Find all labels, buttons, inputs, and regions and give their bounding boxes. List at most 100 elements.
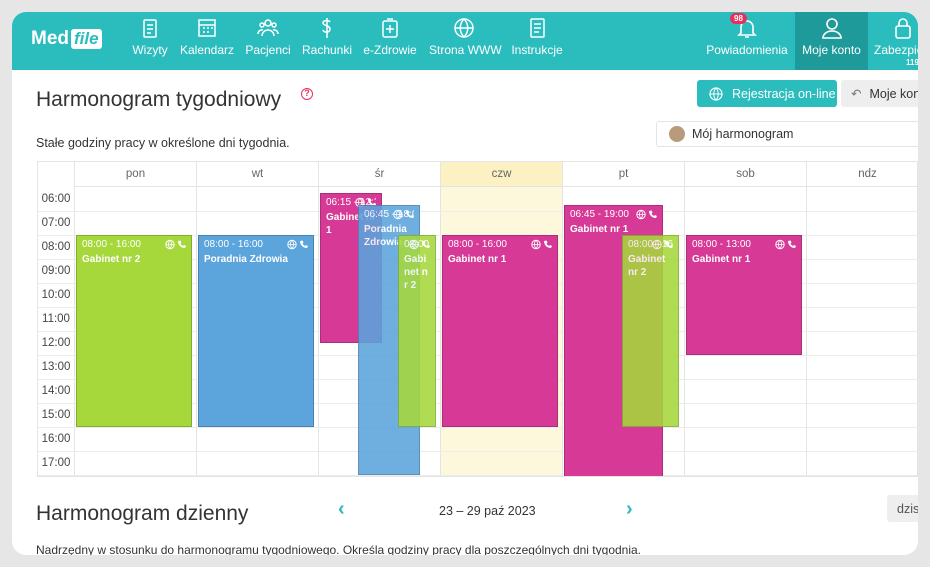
next-arrow[interactable]: › [626, 498, 633, 520]
column-line [684, 162, 685, 476]
nav-label: e-Zdrowie [363, 43, 417, 57]
hour-label: 13:00 [41, 361, 71, 373]
event-time: 06:15 - 12:30 [326, 197, 376, 208]
register-button[interactable]: Rejestracja on-line [697, 80, 837, 107]
day-header: pt [562, 162, 684, 187]
event-icons [636, 209, 658, 223]
avatar [669, 126, 685, 142]
page-title: Harmonogram tygodniowy [36, 88, 282, 111]
hour-label: 09:00 [41, 265, 71, 277]
column-line [562, 162, 563, 476]
hour-label: 08:00 [41, 241, 71, 253]
day-header: wt [196, 162, 318, 187]
event-label: Gabinet nr 1 [692, 254, 751, 265]
hour-label: 06:00 [41, 193, 71, 205]
nav-icon [257, 19, 279, 37]
schedule-event[interactable]: 08:00 - 16:00 Gabinet nr 1 [442, 235, 558, 427]
nav-label: Wizyty [132, 43, 168, 57]
event-icons [775, 239, 797, 253]
schedule-event[interactable]: 08:00 - 13:00 Gabinet nr 1 [686, 235, 802, 355]
event-icons [287, 239, 309, 253]
lock-icon [895, 18, 911, 39]
day-header: czw [440, 162, 562, 187]
nav-label: Instrukcje [511, 43, 563, 57]
badge: 98 [730, 13, 747, 24]
day-header: ndz [806, 162, 917, 187]
security[interactable]: Zabezpie 119:49 [868, 12, 918, 70]
hour-label: 14:00 [41, 385, 71, 397]
event-time: 08:00 - 16:00 [448, 239, 507, 250]
hour-label: 17:00 [41, 457, 71, 469]
nav-icon [382, 18, 398, 38]
schedule-select[interactable]: Mój harmonogram [656, 121, 918, 147]
logo-text: Med [31, 28, 69, 49]
event-label: Gabinet nr 1 [326, 212, 377, 236]
event-label: Gabinet nr 1 [570, 224, 629, 235]
event-time: 08:00 - 13:00 [692, 239, 751, 250]
nav-label: Rachunki [301, 43, 353, 57]
notifications[interactable]: Powiadomienia 98 [704, 12, 790, 70]
button-label: Rejestracja on-line [732, 86, 836, 101]
schedule-event[interactable]: 08:00 - 16:00 Poradnia Zdrowia [198, 235, 314, 427]
row-line [38, 475, 917, 476]
event-icons [409, 239, 431, 253]
nav-item[interactable]: Pacjenci [233, 12, 303, 70]
date-range: 23 – 29 paź 2023 [439, 504, 536, 518]
column-line [74, 162, 75, 476]
timer: 119:49 [906, 58, 918, 67]
weekly-calendar: pon wt śr czw pt sob ndz 06:00 07:00 08:00 09:00 10… [37, 161, 918, 477]
day-header: sob [684, 162, 806, 187]
nav-item[interactable]: Kalendarz [172, 12, 242, 70]
nav-item[interactable]: Wizyty [115, 12, 185, 70]
select-label: Mój harmonogram [692, 127, 794, 141]
logo[interactable]: Med file [31, 28, 102, 50]
account[interactable]: Moje konto [795, 12, 868, 70]
column-line [318, 162, 319, 476]
nav-item[interactable]: Strona WWW [429, 12, 502, 70]
column-line [196, 162, 197, 476]
description: Nadrzędny w stosunku do harmonogramu tyg… [36, 543, 642, 555]
account-button[interactable]: ↶ Moje kon [841, 80, 918, 107]
day-header: śr [318, 162, 440, 187]
event-time: 08:00 - 16:00 [204, 239, 263, 250]
row-line [38, 211, 917, 212]
hour-label: 07:00 [41, 217, 71, 229]
logo-box: file [71, 29, 102, 49]
schedule-event[interactable]: 08:00 - 16:00 Gabinet nr 2 [622, 235, 679, 427]
nav-icon [322, 18, 331, 38]
nav-item[interactable]: Instrukcje [502, 12, 572, 70]
event-time: 08:00 - 16:00 [628, 239, 673, 250]
event-time: 06:45 - 18:00 [364, 209, 414, 220]
user-icon [821, 18, 842, 39]
globe-icon [709, 86, 723, 101]
event-icons [531, 239, 553, 253]
nav-label: Pacjenci [245, 43, 291, 57]
nav-icon [454, 18, 474, 38]
section-title: Harmonogram dzienny [36, 502, 249, 525]
nav-item[interactable]: e-Zdrowie [355, 12, 425, 70]
nav-label: Zabezpie [874, 43, 918, 57]
nav-label: Powiadomienia [706, 43, 788, 57]
nav-label: Moje konto [802, 43, 861, 57]
prev-arrow[interactable]: ‹ [338, 498, 345, 520]
nav-icon [198, 19, 216, 37]
hour-label: 16:00 [41, 433, 71, 445]
nav-icon [530, 18, 545, 38]
row-line [38, 451, 917, 452]
event-time: 06:45 - 19:00 [570, 209, 629, 220]
nav-item[interactable]: Rachunki [292, 12, 362, 70]
hour-label: 12:00 [41, 337, 71, 349]
event-label: Gabinet nr 1 [448, 254, 507, 265]
event-label: Gabinet nr 2 [628, 254, 666, 278]
row-line [38, 427, 917, 428]
subtitle: Stałe godziny pracy w określone dni tygo… [36, 136, 290, 150]
today-button[interactable]: dzis [887, 495, 918, 522]
column-line [806, 162, 807, 476]
bell-icon [737, 20, 757, 38]
help-icon[interactable]: ? [301, 88, 313, 100]
app-window: Med file Wizyty Kalendarz Pacjenci Rachunki… [12, 12, 918, 555]
event-icons [165, 239, 187, 253]
